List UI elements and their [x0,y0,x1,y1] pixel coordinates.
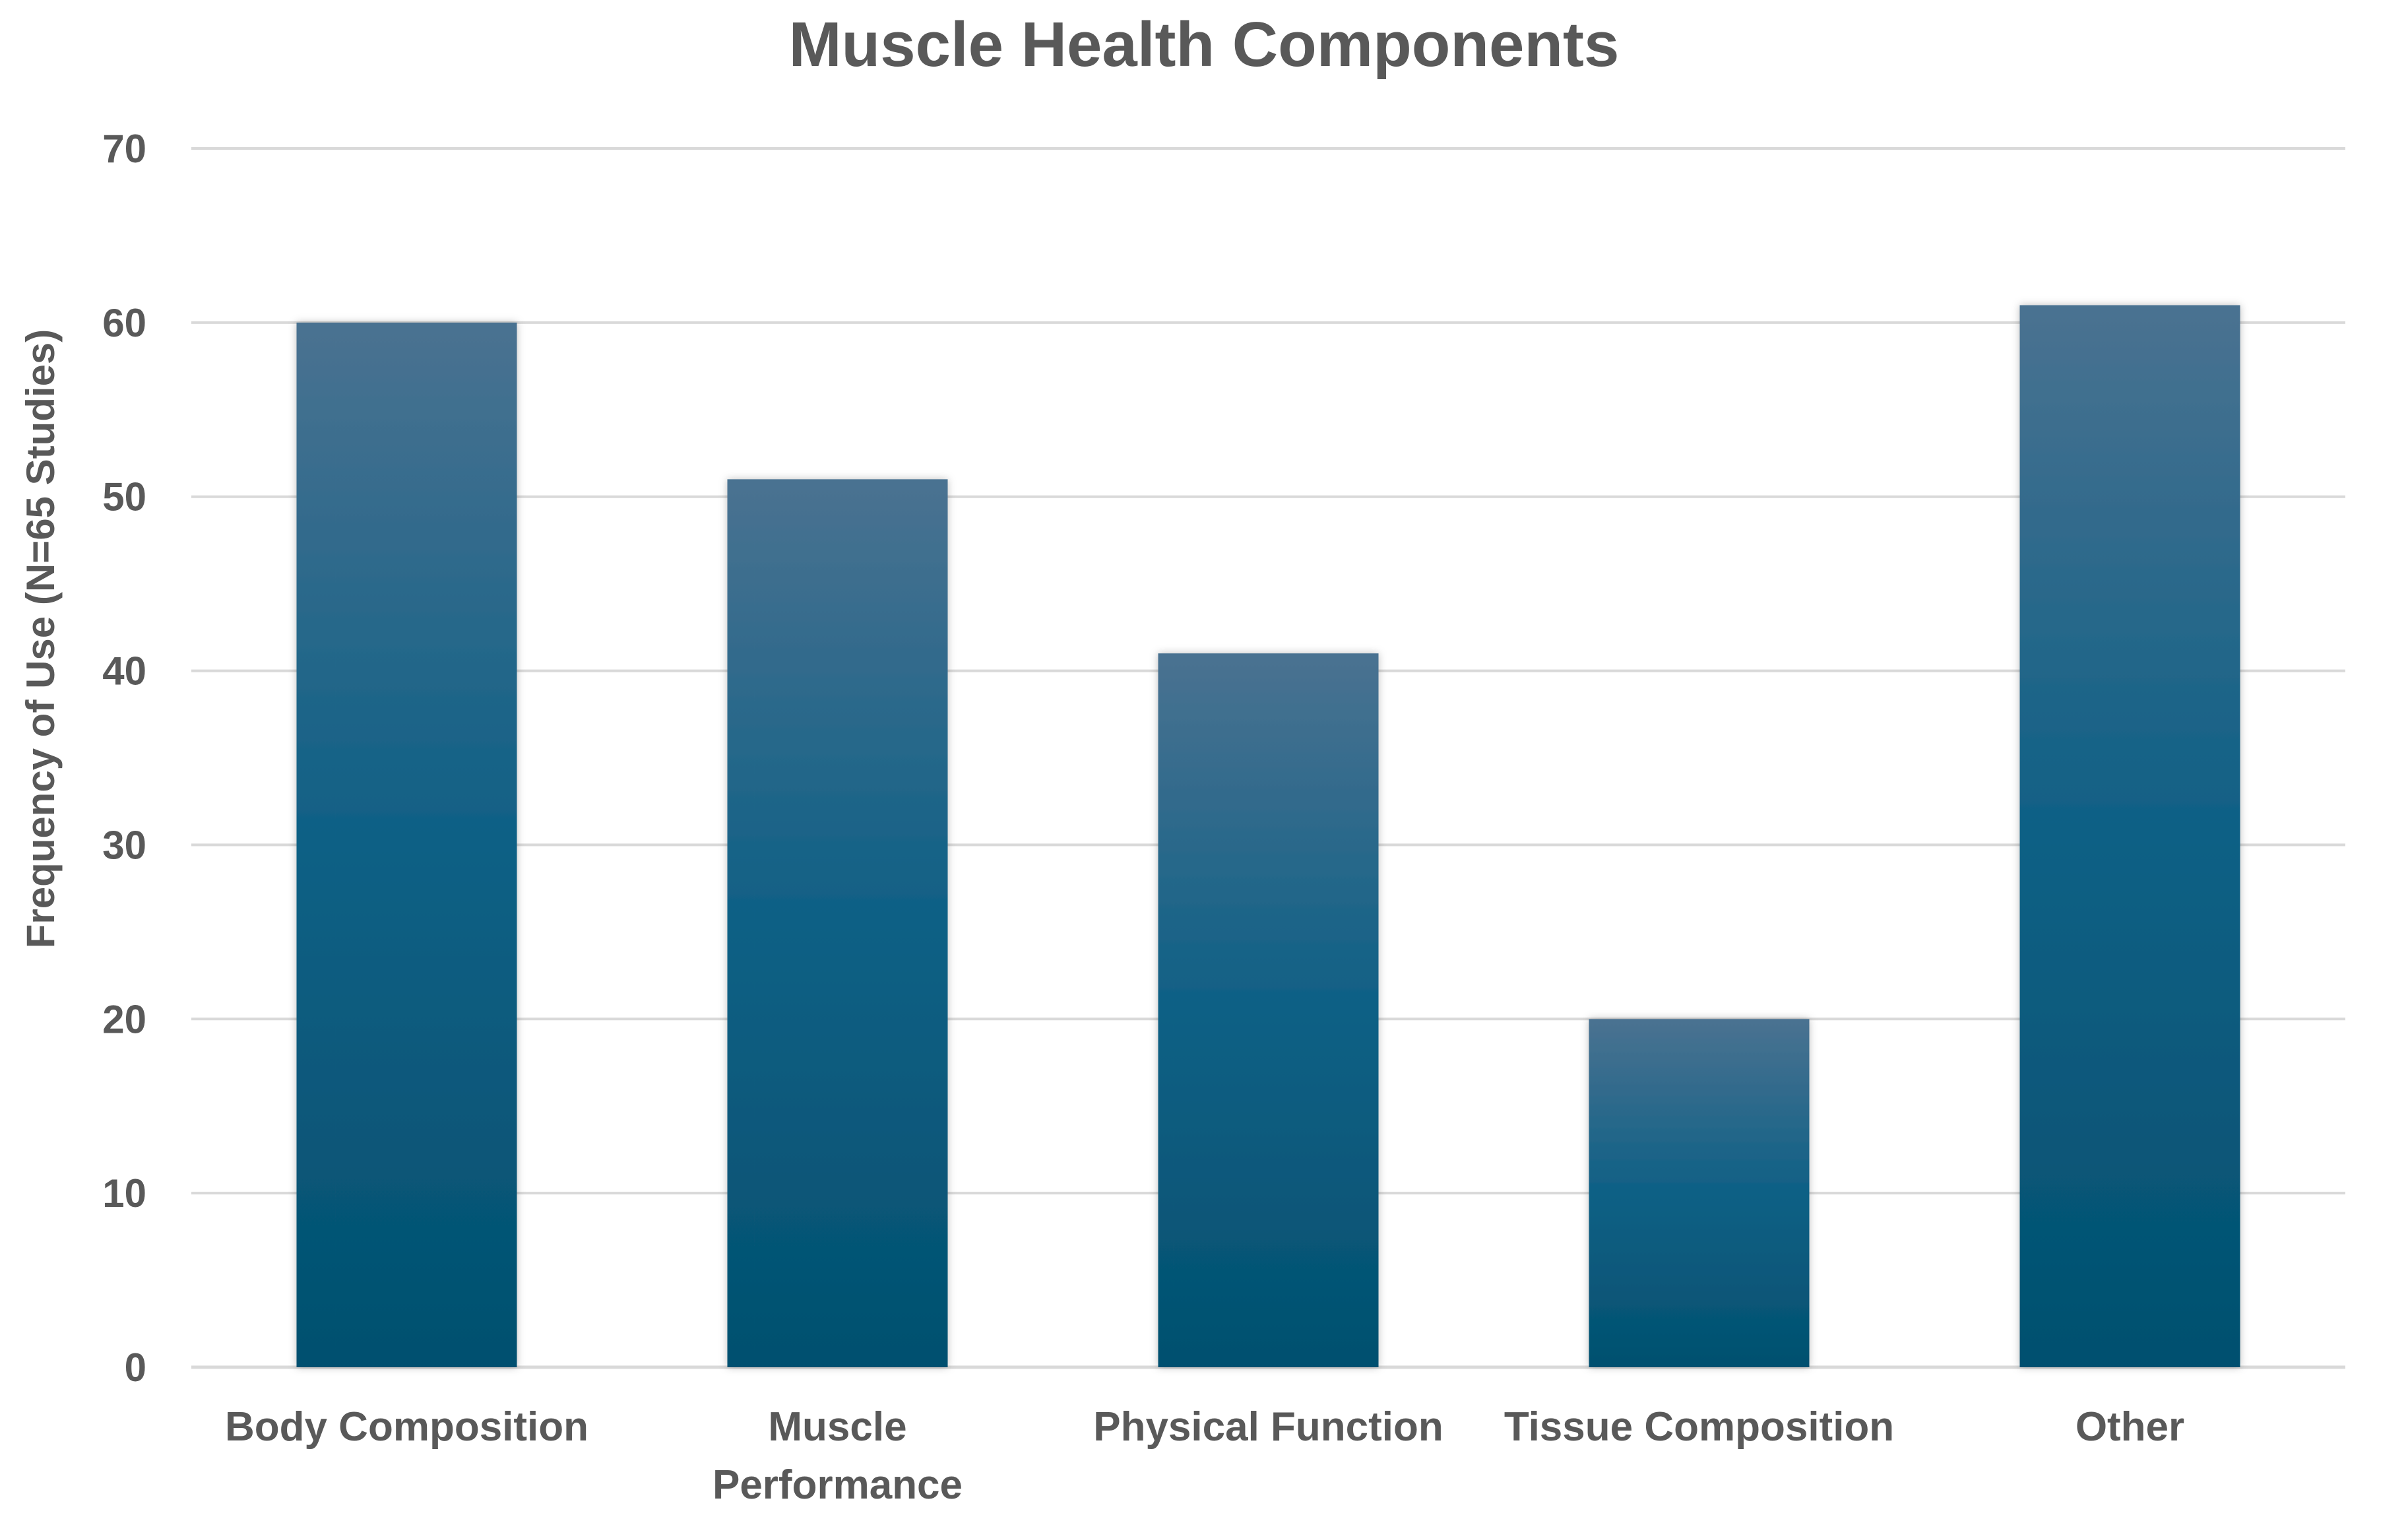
y-axis-ticks: 0 10 20 30 40 50 60 70 [102,127,146,1390]
bars [296,305,2240,1367]
x-category-label: Body Composition [225,1404,588,1450]
y-axis-title: Frequency of Use (N=65 Studies) [18,329,63,949]
bar [727,479,948,1367]
x-category-label: Tissue Composition [1504,1404,1894,1450]
y-tick-label: 30 [102,823,146,867]
x-category-label: Physical Function [1093,1404,1443,1450]
bar [1589,1019,1810,1367]
y-tick-label: 40 [102,649,146,694]
bar [1158,653,1379,1367]
y-tick-label: 20 [102,997,146,1041]
bar [2019,305,2240,1367]
y-tick-label: 50 [102,475,146,519]
x-axis-labels: Body Composition Muscle Performance Physica… [225,1404,2184,1508]
x-category-label: Other [2075,1404,2184,1450]
x-category-label: Muscle Performance [713,1404,963,1508]
y-tick-label: 10 [102,1171,146,1215]
bar [296,322,517,1367]
y-tick-label: 70 [102,127,146,171]
y-tick-label: 0 [125,1345,146,1390]
y-tick-label: 60 [102,301,146,345]
chart-title: Muscle Health Components [789,9,1620,80]
